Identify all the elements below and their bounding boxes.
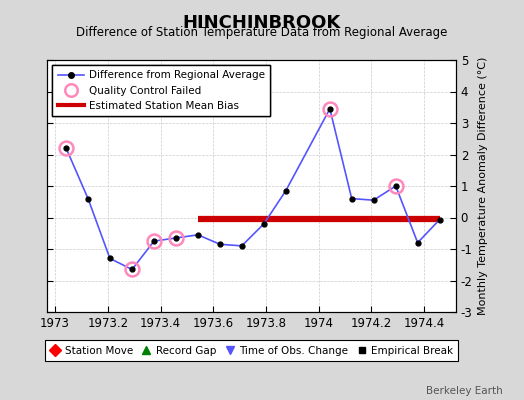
Text: Difference of Station Temperature Data from Regional Average: Difference of Station Temperature Data f… <box>77 26 447 39</box>
Text: HINCHINBROOK: HINCHINBROOK <box>183 14 341 32</box>
Y-axis label: Monthly Temperature Anomaly Difference (°C): Monthly Temperature Anomaly Difference (… <box>478 57 488 315</box>
Legend: Station Move, Record Gap, Time of Obs. Change, Empirical Break: Station Move, Record Gap, Time of Obs. C… <box>45 340 459 361</box>
Text: Berkeley Earth: Berkeley Earth <box>427 386 503 396</box>
Legend: Difference from Regional Average, Quality Control Failed, Estimated Station Mean: Difference from Regional Average, Qualit… <box>52 65 270 116</box>
